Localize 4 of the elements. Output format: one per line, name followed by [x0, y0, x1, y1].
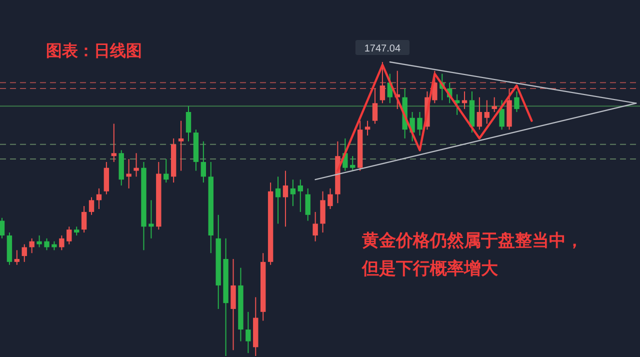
- annotation: 黄金价格仍然属于盘整当中，: [362, 231, 583, 251]
- annotation: 但是下行概率增大: [362, 259, 498, 279]
- annotation: 1747.04: [364, 44, 401, 54]
- title: 图表：日线图: [46, 41, 142, 60]
